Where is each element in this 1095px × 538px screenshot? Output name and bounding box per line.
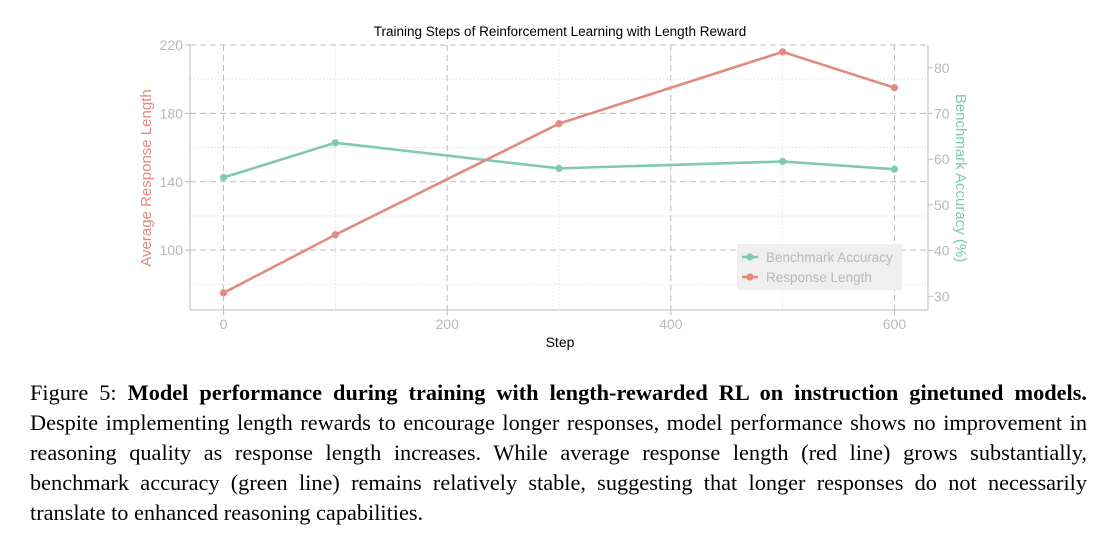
legend-response-length-label: Response Length [766, 270, 872, 285]
y-left-tick-label: 100 [160, 242, 184, 258]
chart: Training Steps of Reinforcement Learning… [138, 24, 969, 350]
response-length-point [331, 231, 339, 239]
y-right-tick-label: 60 [934, 151, 950, 167]
caption-label: Figure 5: [30, 380, 128, 405]
response-length-point [555, 120, 563, 128]
axis-ticks: 0 200 400 600 100 140 180 220 30 40 50 60 70 80 [160, 37, 950, 332]
y-left-tick-label: 220 [160, 37, 184, 53]
figure-caption: Figure 5: Model performance during train… [30, 378, 1087, 528]
x-tick-label: 200 [436, 316, 460, 332]
legend-background [737, 244, 902, 290]
benchmark-accuracy-point [890, 165, 899, 173]
legend: Benchmark Accuracy Response Length [737, 244, 902, 290]
x-tick-label: 0 [220, 316, 228, 332]
y-right-tick-label: 30 [934, 288, 950, 304]
y-axis-right-label: Benchmark Accuracy (%) [952, 94, 969, 262]
benchmark-accuracy-point [331, 139, 339, 147]
chart-title: Training Steps of Reinforcement Learning… [374, 24, 746, 39]
legend-benchmark-accuracy-label: Benchmark Accuracy [766, 250, 893, 265]
response-length-point [219, 289, 228, 297]
x-axis-label: Step [546, 334, 575, 350]
y-left-tick-label: 140 [160, 174, 184, 190]
response-length-point [890, 84, 899, 92]
benchmark-accuracy-point [779, 157, 787, 166]
x-tick-label: 600 [883, 316, 907, 332]
caption-text: Despite implementing length rewards to e… [30, 410, 1087, 525]
benchmark-accuracy-point [555, 164, 563, 172]
y-right-tick-label: 70 [934, 106, 950, 122]
x-tick-label: 400 [659, 316, 683, 332]
y-right-tick-label: 50 [934, 197, 950, 213]
y-right-tick-label: 40 [934, 243, 950, 259]
benchmark-accuracy-point [219, 173, 228, 182]
legend-benchmark-accuracy-marker [746, 253, 754, 261]
legend-response-length-marker [746, 273, 754, 281]
y-axis-left-label: Average Response Length [138, 89, 155, 266]
response-length-point [779, 48, 787, 56]
caption-bold: Model performance during training with l… [127, 380, 1087, 405]
series-layer [219, 48, 899, 297]
y-right-tick-label: 80 [934, 60, 950, 76]
y-left-tick-label: 180 [160, 105, 184, 121]
